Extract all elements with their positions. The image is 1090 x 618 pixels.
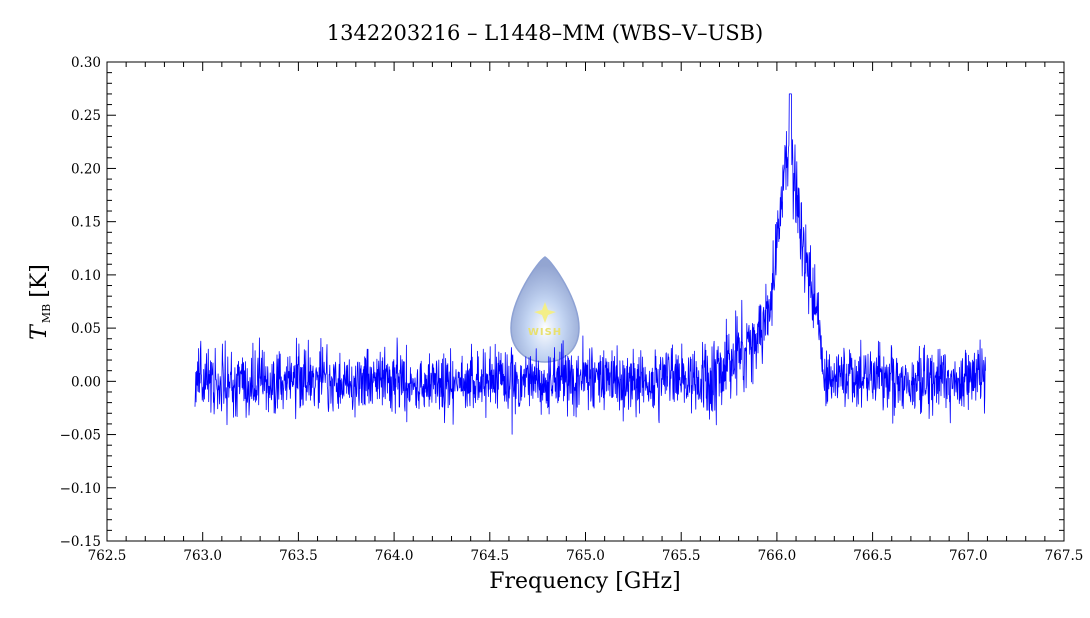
x-tick-label: 767.0 bbox=[949, 548, 988, 564]
y-tick-label: 0.30 bbox=[71, 55, 101, 71]
svg-text:TMB[K]: TMB [K] bbox=[27, 264, 53, 340]
y-tick-label: −0.10 bbox=[60, 481, 101, 497]
y-tick-label: 0.25 bbox=[71, 108, 101, 124]
x-tick-label: 763.5 bbox=[279, 548, 318, 564]
x-tick-label: 766.5 bbox=[853, 548, 892, 564]
x-tick-label: 766.0 bbox=[758, 548, 797, 564]
y-tick-label: 0.15 bbox=[71, 215, 101, 231]
y-tick-label: 0.20 bbox=[71, 161, 101, 177]
y-axis-label: TMB [K] bbox=[27, 264, 53, 340]
x-tick-label: 765.5 bbox=[662, 548, 701, 564]
y-tick-label: 0.10 bbox=[71, 268, 101, 284]
y-axis-subscript: MB bbox=[40, 304, 53, 323]
wish-logo-text: WISH bbox=[528, 327, 562, 338]
x-tick-label: 765.0 bbox=[566, 548, 605, 564]
y-tick-label: −0.05 bbox=[60, 428, 101, 444]
x-tick-label: 767.5 bbox=[1045, 548, 1084, 564]
y-tick-label: 0.05 bbox=[71, 321, 101, 337]
spectrum-series-line bbox=[194, 93, 986, 435]
plot-frame bbox=[106, 61, 1065, 542]
x-axis-label: Frequency [GHz] bbox=[489, 569, 681, 594]
y-axis-symbol: T bbox=[27, 323, 52, 340]
x-tick-label: 762.5 bbox=[88, 548, 127, 564]
chart-title: 1342203216 – L1448–MM (WBS–V–USB) bbox=[327, 21, 764, 45]
x-tick-label: 763.0 bbox=[183, 548, 222, 564]
x-tick-label: 764.0 bbox=[375, 548, 414, 564]
wish-logo: WISH bbox=[510, 256, 580, 363]
y-tick-label: 0.00 bbox=[71, 374, 101, 390]
x-tick-label: 764.5 bbox=[470, 548, 509, 564]
y-axis-unit: [K] bbox=[27, 264, 52, 298]
y-tick-label: −0.15 bbox=[60, 534, 101, 550]
